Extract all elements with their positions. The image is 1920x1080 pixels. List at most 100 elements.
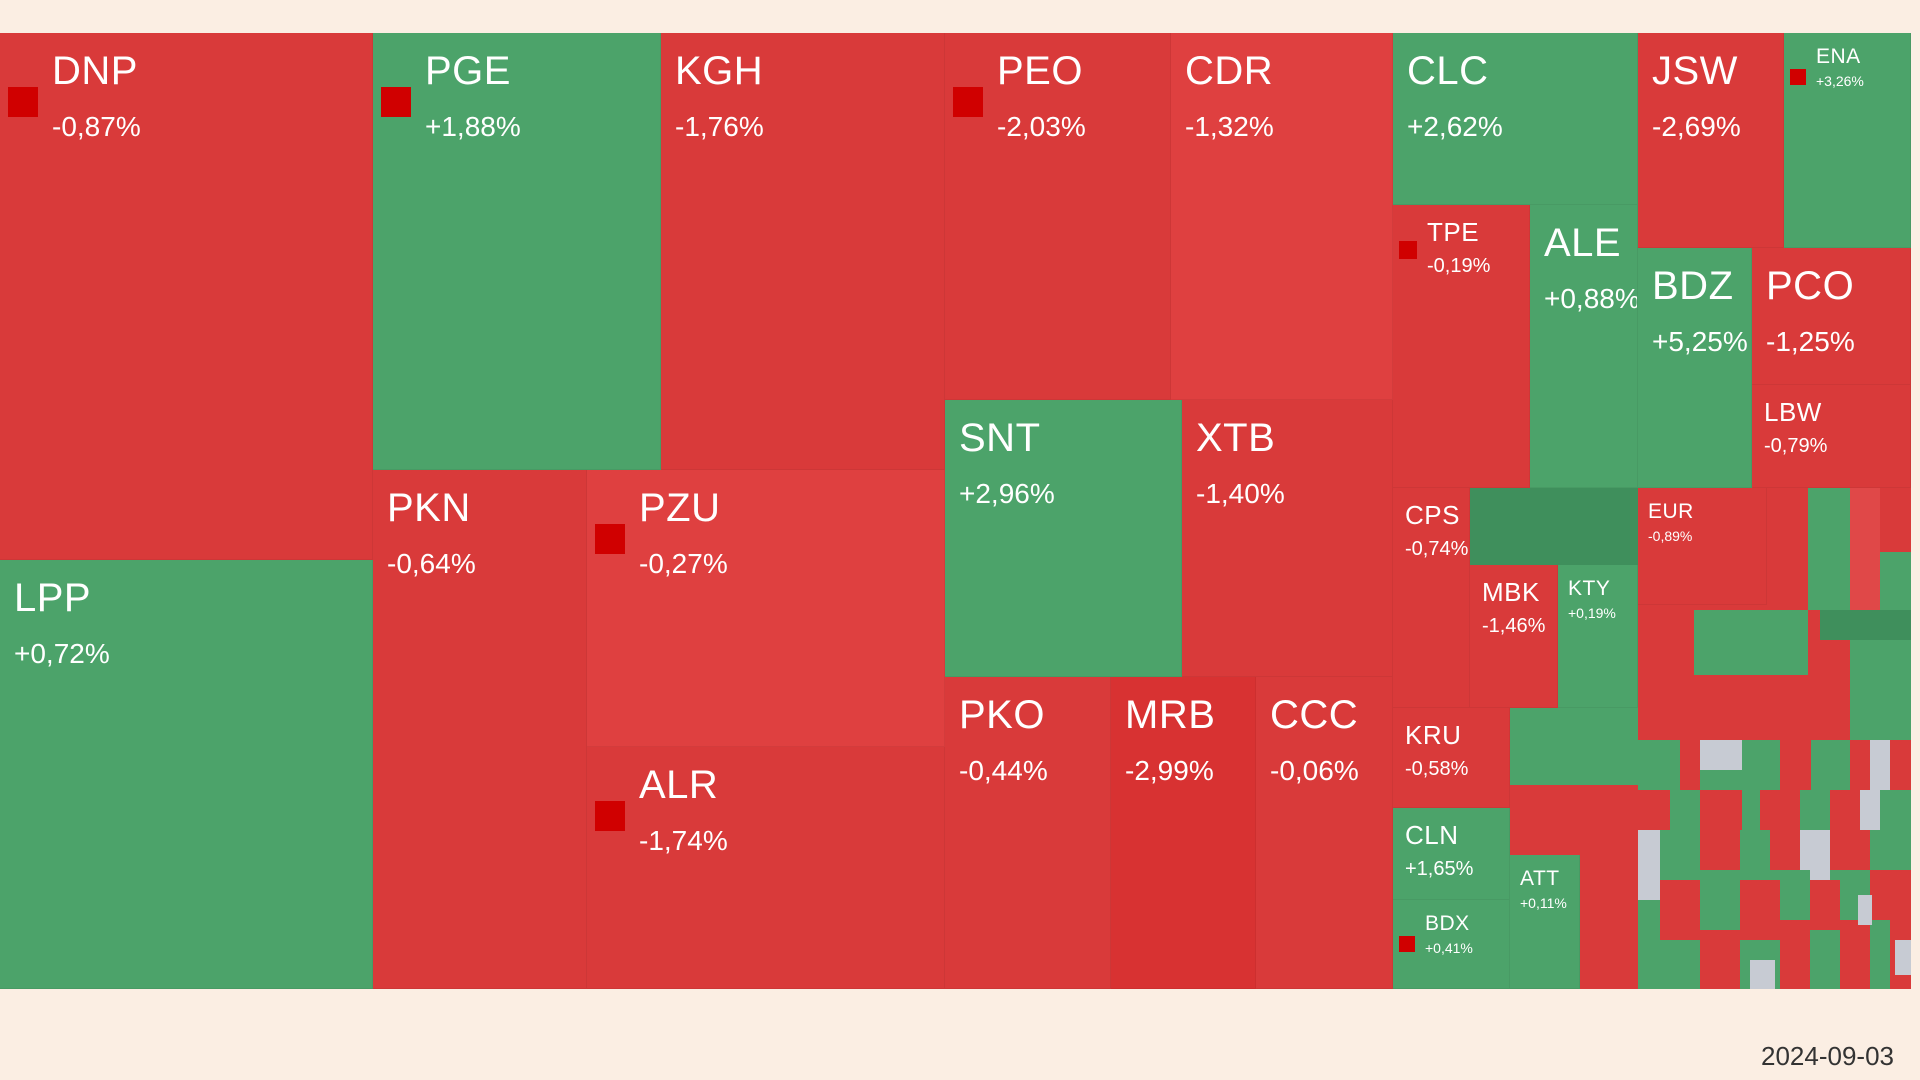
treemap-minor-tile	[1810, 880, 1840, 930]
treemap-minor-tile	[1670, 790, 1700, 830]
treemap-minor-tile	[1700, 740, 1742, 770]
tile-symbol: ALR	[639, 763, 719, 807]
tile-change: +2,96%	[959, 478, 1055, 509]
treemap-tile-pkn[interactable]: PKN -0,64%	[373, 470, 587, 989]
treemap-minor-tile	[1740, 880, 1780, 940]
treemap-minor-tile	[1767, 610, 1808, 675]
tile-symbol: TPE	[1427, 217, 1480, 247]
treemap-minor-tile	[1760, 790, 1800, 830]
treemap-tile-kgh[interactable]: KGH -1,76%	[661, 33, 945, 470]
treemap-minor-tile	[1767, 545, 1808, 610]
treemap-tile-snt[interactable]: SNT +2,96%	[945, 400, 1182, 677]
treemap-tile-pko[interactable]: PKO -0,44%	[945, 677, 1111, 989]
treemap-minor-tile	[1830, 790, 1860, 830]
treemap-tile-bdx[interactable]: BDX +0,41%	[1393, 900, 1510, 989]
treemap-minor-tile	[1580, 855, 1638, 989]
treemap-tile-cln[interactable]: CLN +1,65%	[1393, 808, 1510, 900]
tile-change: +5,25%	[1652, 326, 1748, 357]
treemap-tile-jsw[interactable]: JSW -2,69%	[1638, 33, 1784, 248]
tile-change: -0,58%	[1405, 758, 1469, 780]
marker-icon	[1399, 936, 1415, 952]
treemap-minor-tile	[1660, 940, 1700, 989]
tile-change: -0,79%	[1764, 435, 1828, 457]
treemap-minor-tile	[1742, 740, 1780, 790]
tile-symbol: ALE	[1544, 221, 1622, 265]
tile-symbol: XTB	[1196, 416, 1276, 460]
tile-symbol: CCC	[1270, 693, 1359, 737]
tile-symbol: DNP	[52, 49, 138, 93]
marker-icon	[953, 87, 983, 117]
tile-symbol: PCO	[1766, 264, 1855, 308]
treemap-minor-tile	[1840, 920, 1870, 989]
treemap-minor-tile	[1770, 830, 1800, 870]
treemap-minor-tile	[1830, 830, 1870, 870]
treemap-tile-mrb[interactable]: MRB -2,99%	[1111, 677, 1256, 989]
treemap-minor-tile	[1750, 960, 1775, 989]
treemap-minor-tile	[1740, 830, 1770, 880]
treemap-minor-tile	[1880, 790, 1911, 830]
treemap-minor-tile	[1800, 790, 1830, 830]
treemap-tile-cps[interactable]: CPS -0,74%	[1393, 488, 1470, 708]
tile-change: -2,03%	[997, 111, 1086, 142]
tile-change: +0,19%	[1568, 605, 1616, 621]
treemap-tile-dnp[interactable]: DNP -0,87%	[0, 33, 373, 560]
date-label: 2024-09-03	[1761, 1041, 1894, 1071]
treemap-tile-eur[interactable]: EUR -0,89%	[1638, 488, 1767, 605]
treemap-minor-tile	[1811, 740, 1850, 790]
tile-symbol: CLC	[1407, 49, 1489, 93]
treemap-tile-peo[interactable]: PEO -2,03%	[945, 33, 1171, 400]
treemap-minor-tile	[1850, 705, 1911, 740]
treemap-tile-xtb[interactable]: XTB -1,40%	[1182, 400, 1393, 677]
tile-symbol: CDR	[1185, 49, 1274, 93]
treemap-tile-lbw[interactable]: LBW -0,79%	[1752, 385, 1911, 488]
tile-change: -2,69%	[1652, 111, 1741, 142]
marker-icon	[1399, 241, 1417, 259]
tile-change: -1,40%	[1196, 478, 1285, 509]
treemap-chart: DNP -0,87% LPP +0,72% PGE +1,88% KGH -1,76% PKN -…	[0, 33, 1911, 989]
tile-symbol: BDZ	[1652, 264, 1734, 308]
treemap-minor-tile	[1780, 870, 1810, 920]
treemap-minor-tile	[1780, 920, 1810, 989]
treemap-minor-tile	[1810, 930, 1840, 989]
tile-change: -1,46%	[1482, 615, 1546, 637]
treemap-tile-att[interactable]: ATT +0,11%	[1510, 855, 1580, 989]
treemap-minor-tile	[1820, 675, 1850, 740]
treemap-tile-ccc[interactable]: CCC -0,06%	[1256, 677, 1393, 989]
treemap-tile-ena[interactable]: ENA +3,26%	[1784, 33, 1911, 248]
tile-change: +1,65%	[1405, 858, 1474, 880]
tile-symbol: JSW	[1652, 49, 1738, 93]
treemap-tile-cdr[interactable]: CDR -1,32%	[1171, 33, 1393, 400]
treemap-tile-kru[interactable]: KRU -0,58%	[1393, 708, 1510, 808]
treemap-tile-pco[interactable]: PCO -1,25%	[1752, 248, 1911, 385]
tile-symbol: ATT	[1520, 867, 1560, 890]
treemap-tile-mbk[interactable]: MBK -1,46%	[1470, 565, 1558, 708]
treemap-minor-tile	[1700, 830, 1740, 870]
treemap-minor-tile	[1850, 640, 1911, 705]
treemap-tile-lpp[interactable]: LPP +0,72%	[0, 560, 373, 989]
treemap-tile-alr[interactable]: ALR -1,74%	[587, 747, 945, 989]
treemap-minor-tile	[1880, 552, 1911, 610]
tile-change: -1,25%	[1766, 326, 1855, 357]
treemap-minor-tile	[1510, 708, 1638, 785]
treemap-minor-tile	[1870, 740, 1890, 790]
treemap-tile-ale[interactable]: ALE +0,88%	[1530, 205, 1638, 488]
tile-symbol: ENA	[1816, 45, 1861, 68]
treemap-tile-bdz[interactable]: BDZ +5,25%	[1638, 248, 1752, 488]
treemap-minor-tile	[1767, 488, 1808, 545]
tile-symbol: BDX	[1425, 912, 1470, 935]
treemap-minor-tile	[1850, 488, 1880, 610]
tile-change: -0,87%	[52, 111, 141, 142]
tile-symbol: MRB	[1125, 693, 1216, 737]
tile-change: +3,26%	[1816, 73, 1864, 89]
treemap-tile-tpe[interactable]: TPE -0,19%	[1393, 205, 1530, 488]
tile-symbol: PGE	[425, 49, 511, 93]
treemap-minor-tile	[1638, 900, 1660, 989]
tile-change: +0,72%	[14, 638, 110, 669]
tile-change: -1,32%	[1185, 111, 1274, 142]
treemap-tile-clc[interactable]: CLC +2,62%	[1393, 33, 1638, 205]
treemap-tile-kty[interactable]: KTY +0,19%	[1558, 565, 1638, 708]
treemap-tile-pzu[interactable]: PZU -0,27%	[587, 470, 945, 747]
tile-change: -1,74%	[639, 825, 728, 856]
treemap-tile-pge[interactable]: PGE +1,88%	[373, 33, 661, 470]
treemap-minor-tile	[1870, 830, 1911, 870]
